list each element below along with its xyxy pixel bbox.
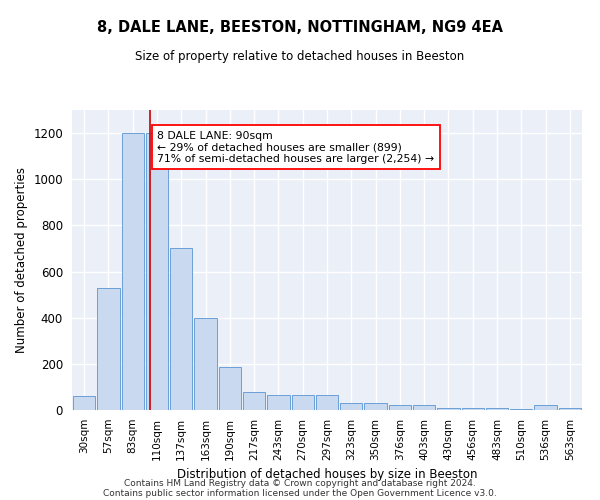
Text: 8 DALE LANE: 90sqm
← 29% of detached houses are smaller (899)
71% of semi-detach: 8 DALE LANE: 90sqm ← 29% of detached hou…	[157, 131, 434, 164]
Text: Contains public sector information licensed under the Open Government Licence v3: Contains public sector information licen…	[103, 488, 497, 498]
Y-axis label: Number of detached properties: Number of detached properties	[14, 167, 28, 353]
Bar	[413, 406, 436, 410]
X-axis label: Distribution of detached houses by size in Beeston: Distribution of detached houses by size …	[177, 468, 477, 481]
Bar	[559, 408, 581, 410]
Text: Contains HM Land Registry data © Crown copyright and database right 2024.: Contains HM Land Registry data © Crown c…	[124, 478, 476, 488]
Bar	[437, 408, 460, 410]
Bar	[340, 403, 362, 410]
Bar	[316, 395, 338, 410]
Text: 8, DALE LANE, BEESTON, NOTTINGHAM, NG9 4EA: 8, DALE LANE, BEESTON, NOTTINGHAM, NG9 4…	[97, 20, 503, 35]
Bar	[122, 133, 144, 410]
Bar	[170, 248, 193, 410]
Bar	[535, 406, 557, 410]
Bar	[461, 408, 484, 410]
Bar	[292, 395, 314, 410]
Bar	[267, 395, 290, 410]
Bar	[218, 368, 241, 410]
Bar	[364, 403, 387, 410]
Bar	[486, 408, 508, 410]
Bar	[73, 396, 95, 410]
Bar	[389, 406, 411, 410]
Bar	[243, 392, 265, 410]
Bar	[194, 318, 217, 410]
Bar	[146, 133, 168, 410]
Text: Size of property relative to detached houses in Beeston: Size of property relative to detached ho…	[136, 50, 464, 63]
Bar	[97, 288, 119, 410]
Bar	[510, 409, 532, 410]
